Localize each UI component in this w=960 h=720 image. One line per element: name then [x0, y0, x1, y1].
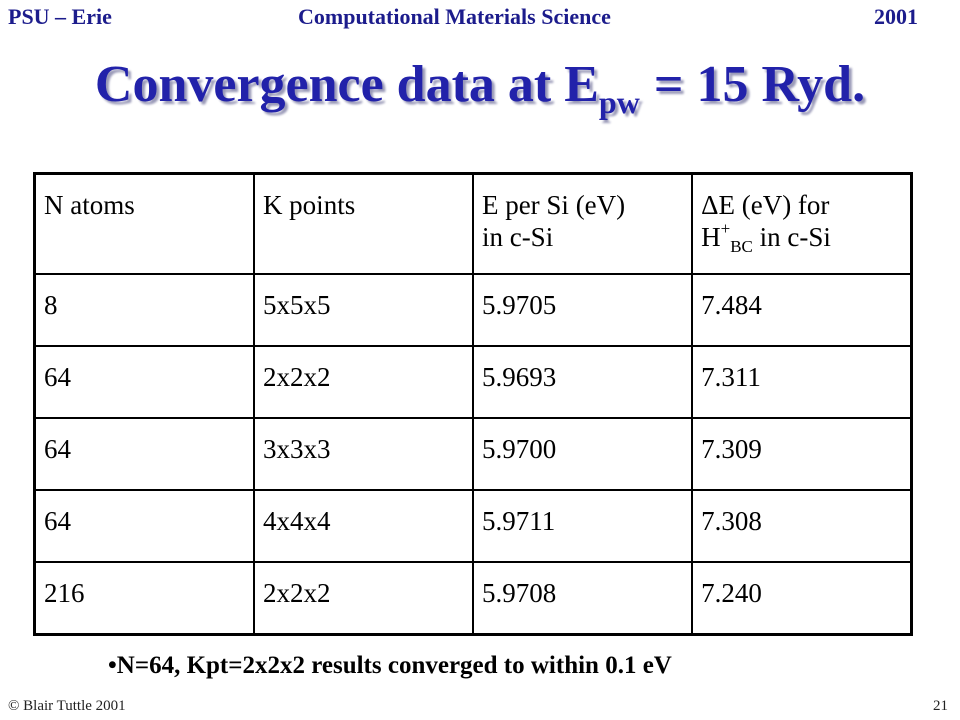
table-cell: 5.9700 — [471, 417, 694, 491]
table-row: 64 2x2x2 5.9693 7.311 — [33, 345, 913, 419]
header-center: Computational Materials Science — [298, 4, 611, 29]
header-cell: N atoms — [33, 172, 255, 275]
table-cell: 216 — [33, 561, 255, 636]
table-cell: 7.311 — [691, 345, 913, 419]
header-line: in c-Si — [481, 222, 554, 252]
table-row: 64 3x3x3 5.9700 7.309 — [33, 417, 913, 491]
table-cell: 4x4x4 — [252, 489, 474, 563]
table-cell: 5x5x5 — [252, 273, 474, 347]
footer-page: 21 — [933, 698, 948, 714]
table-cell: 3x3x3 — [252, 417, 474, 491]
table-cell: 64 — [33, 417, 255, 491]
header-cell: E per Si (eV) in c-Si — [471, 172, 694, 275]
header-line: ΔE (eV) for — [701, 190, 830, 220]
table-cell: 64 — [33, 345, 255, 419]
header-tail: in c-Si — [759, 222, 831, 252]
header-line: H+BC in c-Si — [701, 219, 902, 256]
footer-copyright: © Blair Tuttle 2001 — [8, 698, 126, 714]
header-base: H — [701, 222, 721, 252]
data-table: N atoms K points E per Si (eV) in c-Si ΔE… — [33, 172, 913, 636]
table-cell: 8 — [33, 273, 255, 347]
table-cell: 64 — [33, 489, 255, 563]
table-row: 8 5x5x5 5.9705 7.484 — [33, 273, 913, 347]
table-cell: 7.240 — [691, 561, 913, 636]
title-subscript: pw — [598, 84, 640, 120]
table-cell: 5.9711 — [471, 489, 694, 563]
table-cell: 5.9708 — [471, 561, 694, 636]
header-row: N atoms K points E per Si (eV) in c-Si ΔE… — [33, 172, 913, 275]
header-line: E per Si (eV) — [481, 190, 626, 220]
table-row: 64 4x4x4 5.9711 7.308 — [33, 489, 913, 563]
header-right: 2001 — [874, 4, 918, 29]
title: Convergence data at Epw = 15 Ryd. — [0, 55, 960, 118]
header-sub: BC — [730, 237, 753, 256]
bullet: •N=64, Kpt=2x2x2 results converged to wi… — [108, 652, 672, 679]
title-rest: = 15 Ryd. — [653, 56, 866, 113]
header-cell: K points — [252, 172, 474, 275]
header-sup: + — [720, 219, 731, 238]
table-cell: 5.9705 — [471, 273, 694, 347]
table-row: 216 2x2x2 5.9708 7.240 — [33, 561, 913, 636]
table-cell: 5.9693 — [471, 345, 694, 419]
header-cell: ΔE (eV) for H+BC in c-Si — [691, 172, 913, 275]
title-main: Convergence data at E — [94, 56, 599, 113]
table-cell: 2x2x2 — [252, 345, 474, 419]
table-cell: 7.308 — [691, 489, 913, 563]
table-cell: 2x2x2 — [252, 561, 474, 636]
table-cell: 7.484 — [691, 273, 913, 347]
bullet-text: N=64, Kpt=2x2x2 results converged to wit… — [116, 652, 672, 679]
header-left: PSU – Erie — [8, 4, 112, 29]
table-cell: 7.309 — [691, 417, 913, 491]
